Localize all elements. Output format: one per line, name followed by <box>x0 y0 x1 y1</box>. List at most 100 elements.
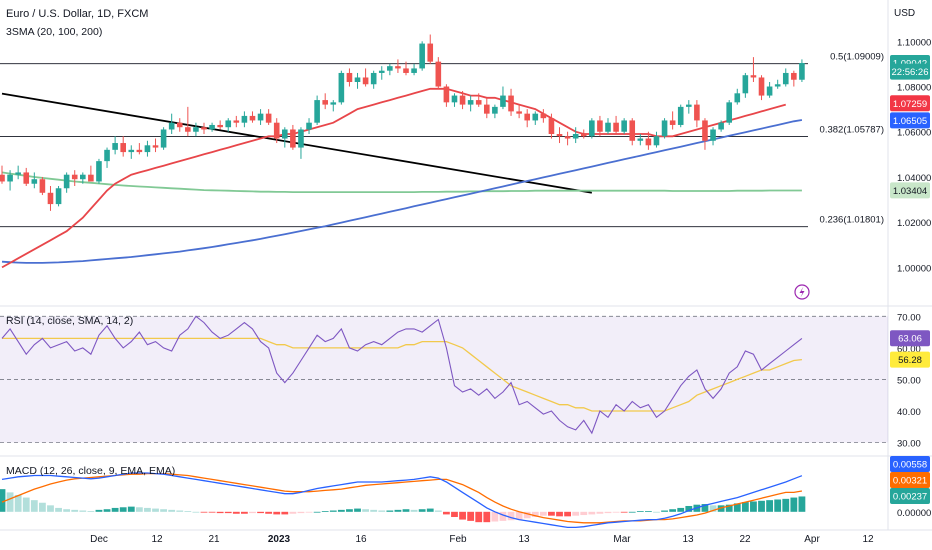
macd-histogram-bar <box>685 505 693 512</box>
sma200-line <box>1 171 802 194</box>
macd-histogram-bar <box>63 509 71 512</box>
candle-body <box>63 174 70 189</box>
candle-body <box>508 95 514 112</box>
rsi-ma-line <box>2 337 802 412</box>
macd-histogram-bar <box>208 511 216 513</box>
candle-body <box>193 127 199 132</box>
rsi-axis-tick: 40.00 <box>897 407 921 418</box>
macd-pane[interactable] <box>0 472 806 529</box>
candle-body <box>47 192 54 205</box>
candle-body <box>564 136 571 139</box>
macd-histogram-bar <box>135 507 143 512</box>
candle-body <box>322 100 328 105</box>
macd-histogram-bar <box>95 509 103 512</box>
symbol-title[interactable]: Euro / U.S. Dollar, 1D, FXCM <box>6 8 148 20</box>
macd-histogram-bar <box>232 511 240 514</box>
time-axis-tick: Apr <box>804 534 820 545</box>
price-axis[interactable]: 1.10000 1.08000 1.06000 1.04000 1.02000 1.000… <box>890 37 931 519</box>
price-pane[interactable]: 0.5(1.09009) 0.382(1.05787) 0.236(1.01801) <box>0 34 884 269</box>
macd-histogram-bar <box>572 511 580 516</box>
candle-body <box>338 72 345 103</box>
macd-histogram-bar <box>491 511 499 522</box>
candle-body <box>314 100 320 123</box>
value-tag-text: 63.06 <box>898 334 922 345</box>
candle-body <box>540 113 547 119</box>
rsi-title[interactable]: RSI (14, close, SMA, 14, 2) <box>6 315 133 327</box>
macd-histogram-bar <box>111 507 119 512</box>
candle-body <box>702 120 708 141</box>
value-tag-text: 1.06505 <box>893 116 927 127</box>
indicator-label-3sma[interactable]: 3SMA (20, 100, 200) <box>6 26 102 38</box>
value-tag <box>890 95 930 112</box>
candle-body <box>55 188 62 205</box>
rsi-pane[interactable] <box>0 315 888 443</box>
macd-histogram-bar <box>604 511 612 514</box>
candle-body <box>403 68 409 73</box>
macd-histogram-bar <box>273 511 281 515</box>
macd-histogram-bar <box>168 509 176 512</box>
macd-histogram-bar <box>394 509 402 512</box>
lightning-icon[interactable] <box>794 284 810 300</box>
candle-body <box>774 84 781 87</box>
candle-body <box>120 143 126 153</box>
candle-body <box>629 120 636 141</box>
macd-histogram-bar <box>620 511 628 513</box>
macd-histogram-bar <box>152 508 159 512</box>
macd-histogram-bar <box>758 500 765 512</box>
candle-body <box>524 113 530 121</box>
macd-histogram-bar <box>628 511 636 513</box>
time-axis-tick: 16 <box>355 534 367 545</box>
price-axis-tick: 1.04000 <box>897 173 931 184</box>
macd-histogram-bar <box>661 510 668 512</box>
macd-histogram-bar <box>766 500 773 512</box>
candle-body <box>451 95 458 103</box>
candle-body <box>613 122 619 132</box>
candle-body <box>330 102 337 105</box>
candle-body <box>597 120 603 132</box>
time-axis[interactable]: Dec 12 21 2023 16 Feb 13 Mar 13 22 Apr 12 <box>90 534 874 545</box>
candle-body <box>637 138 644 141</box>
macd-histogram-bar <box>612 511 620 513</box>
candle-body <box>370 72 377 85</box>
macd-histogram-bar <box>701 504 709 512</box>
macd-histogram-bar <box>588 511 596 515</box>
macd-histogram-bar <box>103 509 111 512</box>
macd-signal-line <box>1 472 803 524</box>
candle-body <box>734 93 741 103</box>
time-axis-tick: 13 <box>682 534 694 545</box>
candle-body <box>290 129 296 148</box>
candle-body <box>750 75 757 78</box>
value-tag-text: 0.00321 <box>893 476 927 487</box>
candle-body <box>686 104 692 107</box>
macd-histogram-bar <box>71 509 79 512</box>
candle-body <box>621 120 627 132</box>
macd-title[interactable]: MACD (12, 26, close, 9, EMA, EMA) <box>6 465 175 477</box>
price-axis-tick: 1.06000 <box>897 128 931 139</box>
candle-body <box>742 75 749 94</box>
candle-body <box>411 68 417 73</box>
macd-histogram-bar <box>523 511 531 519</box>
candle-body <box>419 43 425 69</box>
time-axis-tick: 12 <box>151 534 163 545</box>
value-tag <box>890 330 930 347</box>
macd-histogram-bar <box>313 511 321 513</box>
candle-body <box>265 113 272 123</box>
macd-histogram-bar <box>539 511 547 516</box>
candle-body <box>176 122 183 128</box>
candle-body <box>467 100 474 105</box>
candle-body <box>718 122 724 130</box>
candle-body <box>589 120 595 137</box>
value-tag <box>890 63 930 80</box>
macd-histogram-bar <box>741 502 749 512</box>
candle-body <box>677 106 684 125</box>
value-tag <box>890 472 930 488</box>
price-axis-tick: 1.00000 <box>897 263 931 274</box>
candle-body <box>459 95 466 105</box>
macd-histogram-bar <box>265 511 273 514</box>
macd-histogram-bar <box>192 511 200 513</box>
candle-body <box>791 72 797 80</box>
macd-histogram-bar <box>790 497 798 512</box>
candle-body <box>580 134 587 137</box>
candle-body <box>605 122 611 132</box>
